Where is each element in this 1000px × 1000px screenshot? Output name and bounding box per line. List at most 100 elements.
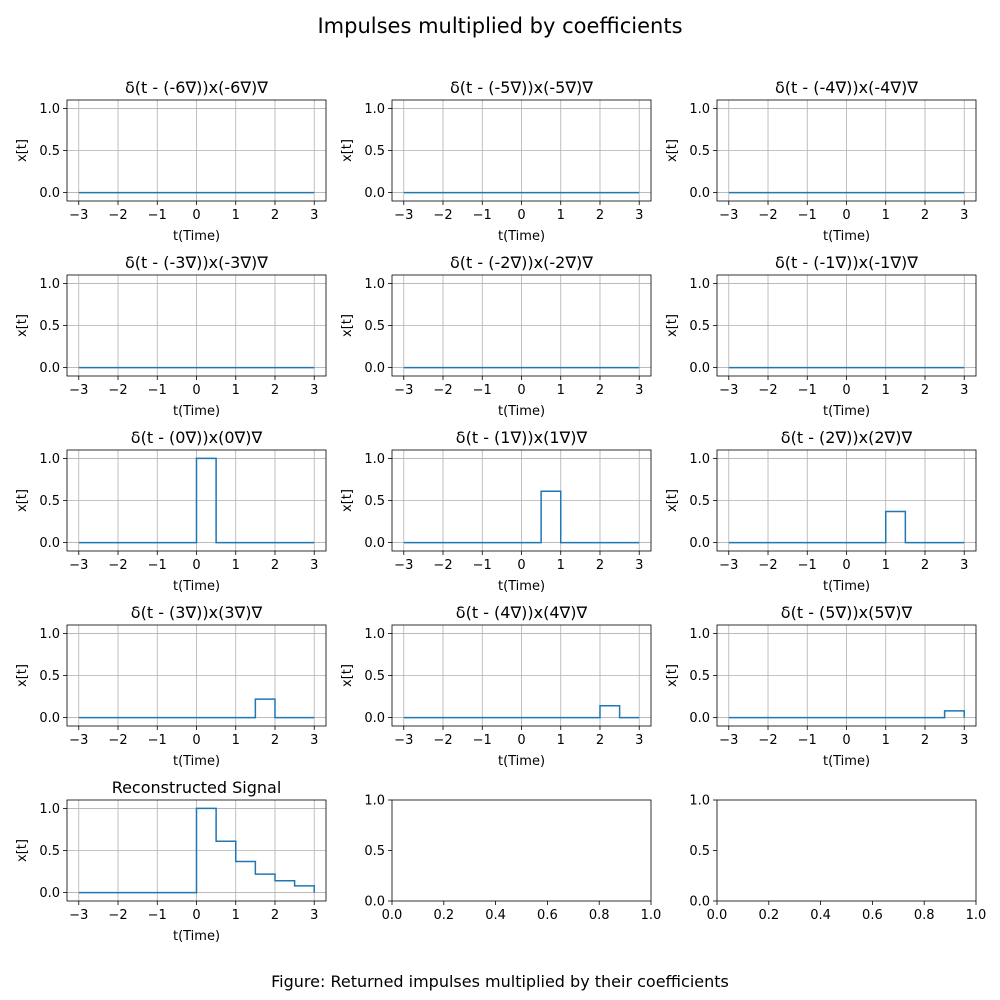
y-axis-label: x[t] (15, 314, 30, 337)
y-tick-label: 0.5 (364, 494, 385, 509)
x-tick-label: −1 (473, 733, 492, 748)
x-axis-label: t(Time) (173, 754, 220, 769)
y-tick-label: 1.0 (39, 102, 60, 117)
x-tick-label: −1 (148, 208, 167, 223)
x-tick-label: 0.2 (433, 908, 454, 923)
y-tick-label: 0.0 (689, 186, 710, 201)
x-tick-label: 0 (842, 558, 850, 573)
x-tick-label: 2 (271, 908, 279, 923)
x-tick-label: −1 (798, 558, 817, 573)
x-tick-label: 3 (635, 208, 643, 223)
y-tick-label: 0.5 (689, 844, 710, 859)
x-tick-label: 0 (192, 383, 200, 398)
series-line (728, 710, 965, 719)
y-tick-label: 0.5 (364, 144, 385, 159)
x-axis-label: t(Time) (173, 579, 220, 594)
subplot-title: δ(t - (-2∇))x(-2∇)∇ (450, 253, 593, 272)
x-tick-label: 0.0 (382, 908, 403, 923)
x-tick-label: 0 (517, 733, 525, 748)
series-line (78, 807, 315, 894)
x-tick-label: 0.6 (862, 908, 883, 923)
x-tick-label: 2 (271, 733, 279, 748)
y-axis-label: x[t] (340, 489, 355, 512)
x-tick-label: −1 (473, 208, 492, 223)
y-tick-label: 1.0 (364, 452, 385, 467)
x-tick-label: 0 (842, 383, 850, 398)
x-tick-label: −3 (69, 558, 88, 573)
x-tick-label: 3 (635, 383, 643, 398)
x-axis-label: t(Time) (498, 229, 545, 244)
x-tick-label: −2 (108, 208, 127, 223)
x-tick-label: −1 (798, 383, 817, 398)
y-tick-label: 0.5 (39, 319, 60, 334)
x-tick-label: −2 (108, 908, 127, 923)
x-tick-label: 0.2 (758, 908, 779, 923)
x-tick-label: −3 (394, 733, 413, 748)
subplot-10: −3 −2 −1 0 1 2 3 0.0 0.5 1.0 δ(t - (3∇))x(3∇)∇ t(Ti… (15, 603, 327, 769)
axes-frame (391, 799, 652, 902)
y-axis-label: x[t] (340, 139, 355, 162)
x-tick-label: 2 (596, 733, 604, 748)
x-tick-label: 0 (192, 908, 200, 923)
subplot-title: δ(t - (0∇))x(0∇)∇ (131, 428, 263, 447)
y-tick-label: 0.5 (364, 669, 385, 684)
x-tick-label: −1 (148, 908, 167, 923)
x-tick-label: 0 (517, 383, 525, 398)
y-tick-label: 1.0 (39, 277, 60, 292)
x-tick-label: −2 (758, 733, 777, 748)
y-tick-label: 1.0 (364, 627, 385, 642)
y-tick-label: 0.0 (39, 361, 60, 376)
x-tick-label: 1 (557, 383, 565, 398)
series-line (78, 457, 315, 544)
x-tick-label: 1 (557, 733, 565, 748)
x-tick-label: 1 (557, 208, 565, 223)
y-tick-label: 0.5 (39, 844, 60, 859)
y-tick-label: 1.0 (39, 802, 60, 817)
x-tick-label: 2 (921, 558, 929, 573)
y-axis-label: x[t] (665, 139, 680, 162)
x-axis-label: t(Time) (823, 579, 870, 594)
x-axis-label: t(Time) (498, 404, 545, 419)
y-tick-label: 0.5 (364, 319, 385, 334)
x-tick-label: 2 (271, 208, 279, 223)
y-tick-label: 0.5 (364, 844, 385, 859)
x-tick-label: 3 (960, 733, 968, 748)
x-tick-label: −3 (719, 208, 738, 223)
y-tick-label: 1.0 (364, 277, 385, 292)
y-tick-label: 0.0 (689, 895, 710, 910)
subplot-3: −3 −2 −1 0 1 2 3 0.0 0.5 1.0 δ(t - (-4∇))x(-4∇)∇ t(… (665, 78, 977, 244)
subplot-15: 0.0 0.2 0.4 0.6 0.8 1.0 0.0 0.5 1.0 (689, 794, 986, 924)
x-tick-label: 1 (232, 383, 240, 398)
x-tick-label: 3 (310, 383, 318, 398)
subplot-1: −3 −2 −1 0 1 2 3 0.0 0.5 1.0 δ(t - (-6∇))x(-6∇)∇ t(… (15, 78, 327, 244)
x-tick-label: −2 (108, 558, 127, 573)
x-tick-label: 2 (271, 383, 279, 398)
x-axis-label: t(Time) (498, 579, 545, 594)
x-tick-label: 0.8 (589, 908, 610, 923)
y-tick-label: 1.0 (689, 277, 710, 292)
x-tick-label: 2 (271, 558, 279, 573)
x-tick-label: −3 (69, 208, 88, 223)
x-tick-label: −1 (473, 558, 492, 573)
subplot-title: δ(t - (-6∇))x(-6∇)∇ (125, 78, 268, 97)
subplot-title: δ(t - (-5∇))x(-5∇)∇ (450, 78, 593, 97)
subplot-title: δ(t - (-4∇))x(-4∇)∇ (775, 78, 918, 97)
subplot-14: 0.0 0.2 0.4 0.6 0.8 1.0 0.0 0.5 1.0 (364, 794, 661, 924)
x-tick-label: 0 (192, 208, 200, 223)
x-tick-label: 3 (310, 208, 318, 223)
y-tick-label: 0.0 (39, 886, 60, 901)
x-tick-label: 1 (882, 383, 890, 398)
subplot-title: Reconstructed Signal (112, 778, 282, 797)
y-tick-label: 0.5 (39, 494, 60, 509)
y-axis-label: x[t] (340, 664, 355, 687)
series-line (728, 510, 965, 544)
x-tick-label: −2 (433, 733, 452, 748)
y-tick-label: 1.0 (689, 102, 710, 117)
x-tick-label: 0.6 (537, 908, 558, 923)
x-tick-label: 1 (232, 733, 240, 748)
y-tick-label: 1.0 (364, 102, 385, 117)
subplot-2: −3 −2 −1 0 1 2 3 0.0 0.5 1.0 δ(t - (-5∇))x(-5∇)∇ t(… (340, 78, 652, 244)
y-tick-label: 0.0 (364, 711, 385, 726)
x-tick-label: 2 (921, 383, 929, 398)
y-axis-label: x[t] (15, 839, 30, 862)
